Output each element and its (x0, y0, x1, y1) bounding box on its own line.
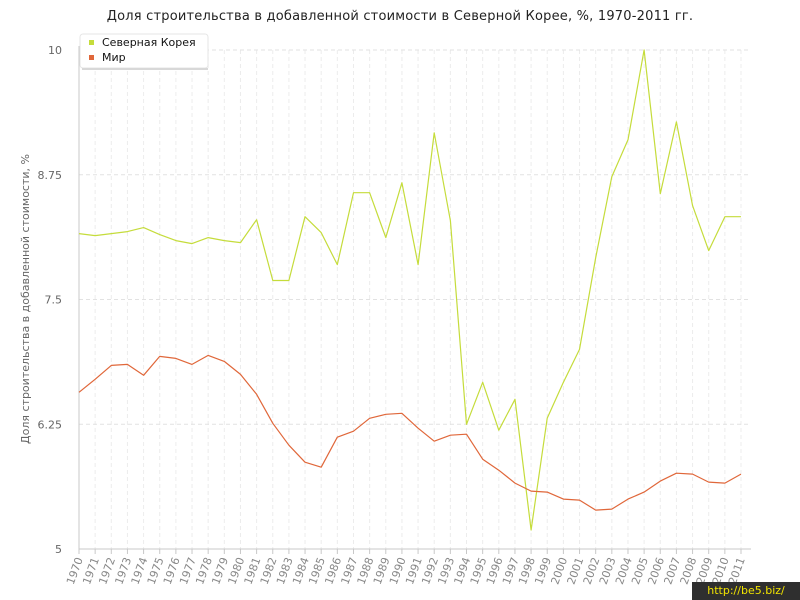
legend-entry[interactable]: Мир (102, 51, 126, 64)
grid (78, 49, 751, 550)
legend-swatch (89, 55, 94, 60)
y-tick-label: 7.5 (45, 294, 63, 307)
watermark-link[interactable]: http://be5.biz/ (692, 582, 800, 600)
series-line-0 (78, 49, 741, 531)
legend-entry[interactable]: Северная Корея (102, 36, 196, 49)
y-tick-label: 10 (48, 44, 62, 57)
series-lines (78, 49, 742, 531)
legend: Северная Корея Мир (79, 33, 209, 70)
chart-title: Доля строительства в добавленной стоимос… (106, 9, 694, 24)
axes: 56.257.58.751019701971197219731974197519… (38, 44, 751, 586)
legend-swatch (89, 40, 94, 45)
y-tick-label: 5 (55, 543, 62, 556)
y-axis-label: Доля строительства в добавленной стоимос… (19, 154, 32, 444)
series-line-1 (78, 354, 742, 511)
y-tick-label: 8.75 (38, 169, 63, 182)
y-tick-label: 6.25 (38, 418, 63, 431)
